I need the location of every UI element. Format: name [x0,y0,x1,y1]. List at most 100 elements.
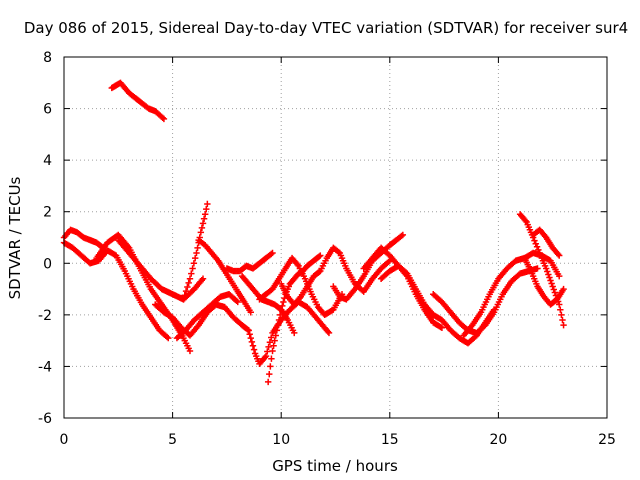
data-point [272,332,279,339]
x-tick-label: 5 [168,432,177,448]
data-point [233,297,240,305]
data-point [556,252,563,259]
data-point [325,329,333,337]
data-point [163,333,171,341]
y-axis-label: SDTVAR / TECUs [6,176,24,299]
data-point [522,217,529,224]
data-point [265,343,272,351]
data-point [203,205,210,213]
data-point [385,258,392,266]
data-point [189,265,196,272]
data-point [266,370,273,378]
data-point [262,352,270,360]
data-point [317,252,324,259]
data-point [201,211,209,218]
series-arc-10 [223,249,276,275]
data-point [547,277,554,284]
data-point [560,321,567,329]
series-arc-20 [460,249,563,339]
data-point [335,248,342,256]
data-point [268,334,275,341]
data-point [186,347,194,355]
data-point [198,224,206,232]
data-point [247,334,254,342]
data-point [324,328,332,335]
y-tick-label: 6 [43,102,52,118]
data-point [204,200,211,208]
data-point [244,326,251,333]
y-tick-label: -2 [38,308,52,324]
data-point [181,292,188,299]
data-point [182,287,190,295]
y-tick-label: 2 [43,205,52,221]
y-tick-labels: -6 -4 -2 0 2 4 6 8 [38,50,52,427]
data-point [556,301,563,308]
data-point [550,286,557,293]
data-marks [60,79,567,386]
series-arc-23 [521,254,567,308]
x-tick-label: 20 [489,432,507,448]
series-arc-5 [115,236,207,303]
series-arc-7 [180,200,211,303]
y-tick-label: 0 [43,256,52,272]
data-point [247,309,254,316]
data-point [186,275,194,282]
data-point [280,298,287,306]
x-axis-label: GPS time / hours [272,457,398,475]
y-tick-label: 8 [43,50,52,66]
data-point [199,275,207,282]
data-point [184,283,191,291]
plot-frame [63,56,608,419]
y-tick-label: 4 [43,153,52,169]
data-point [268,250,275,258]
data-point [266,338,274,346]
data-point [165,334,172,342]
x-tick-label: 25 [598,432,616,448]
data-point [234,298,241,306]
data-point [533,243,541,250]
data-point [160,115,168,123]
data-point [271,337,278,344]
data-point [159,114,166,121]
x-tick-labels: 0 5 10 15 20 25 [60,432,616,448]
series-arc-19 [430,265,541,337]
data-point [535,246,542,254]
data-point [264,378,272,386]
data-point [545,271,552,278]
data-point [180,296,187,303]
series-arc-9 [173,291,241,342]
series-arc-6 [152,301,252,339]
series-arc-2 [60,239,172,342]
y-tick-label: -4 [38,359,52,375]
data-point [398,232,405,240]
data-point [548,280,555,287]
data-point [245,327,252,334]
data-point [267,363,274,370]
data-point [279,302,286,310]
x-tick-label: 15 [381,432,399,448]
data-point [188,270,195,277]
data-point [294,261,301,268]
x-tick-label: 0 [60,432,69,448]
data-point [534,265,541,272]
data-point [199,220,207,227]
data-point [291,329,298,337]
data-point [194,244,201,252]
data-point [250,346,258,353]
data-point [275,316,283,324]
data-point [269,249,276,257]
data-point [559,316,566,324]
data-point [399,231,407,239]
data-point [556,272,563,280]
axis-ticks [63,56,608,419]
series-arc-22 [529,226,563,259]
x-tick-label: 10 [272,432,290,448]
data-point [249,342,257,349]
data-point [269,347,276,355]
data-point [273,327,281,334]
data-point [532,240,539,247]
data-point [261,354,269,361]
data-point [296,294,303,302]
series-arc-15 [278,244,393,308]
